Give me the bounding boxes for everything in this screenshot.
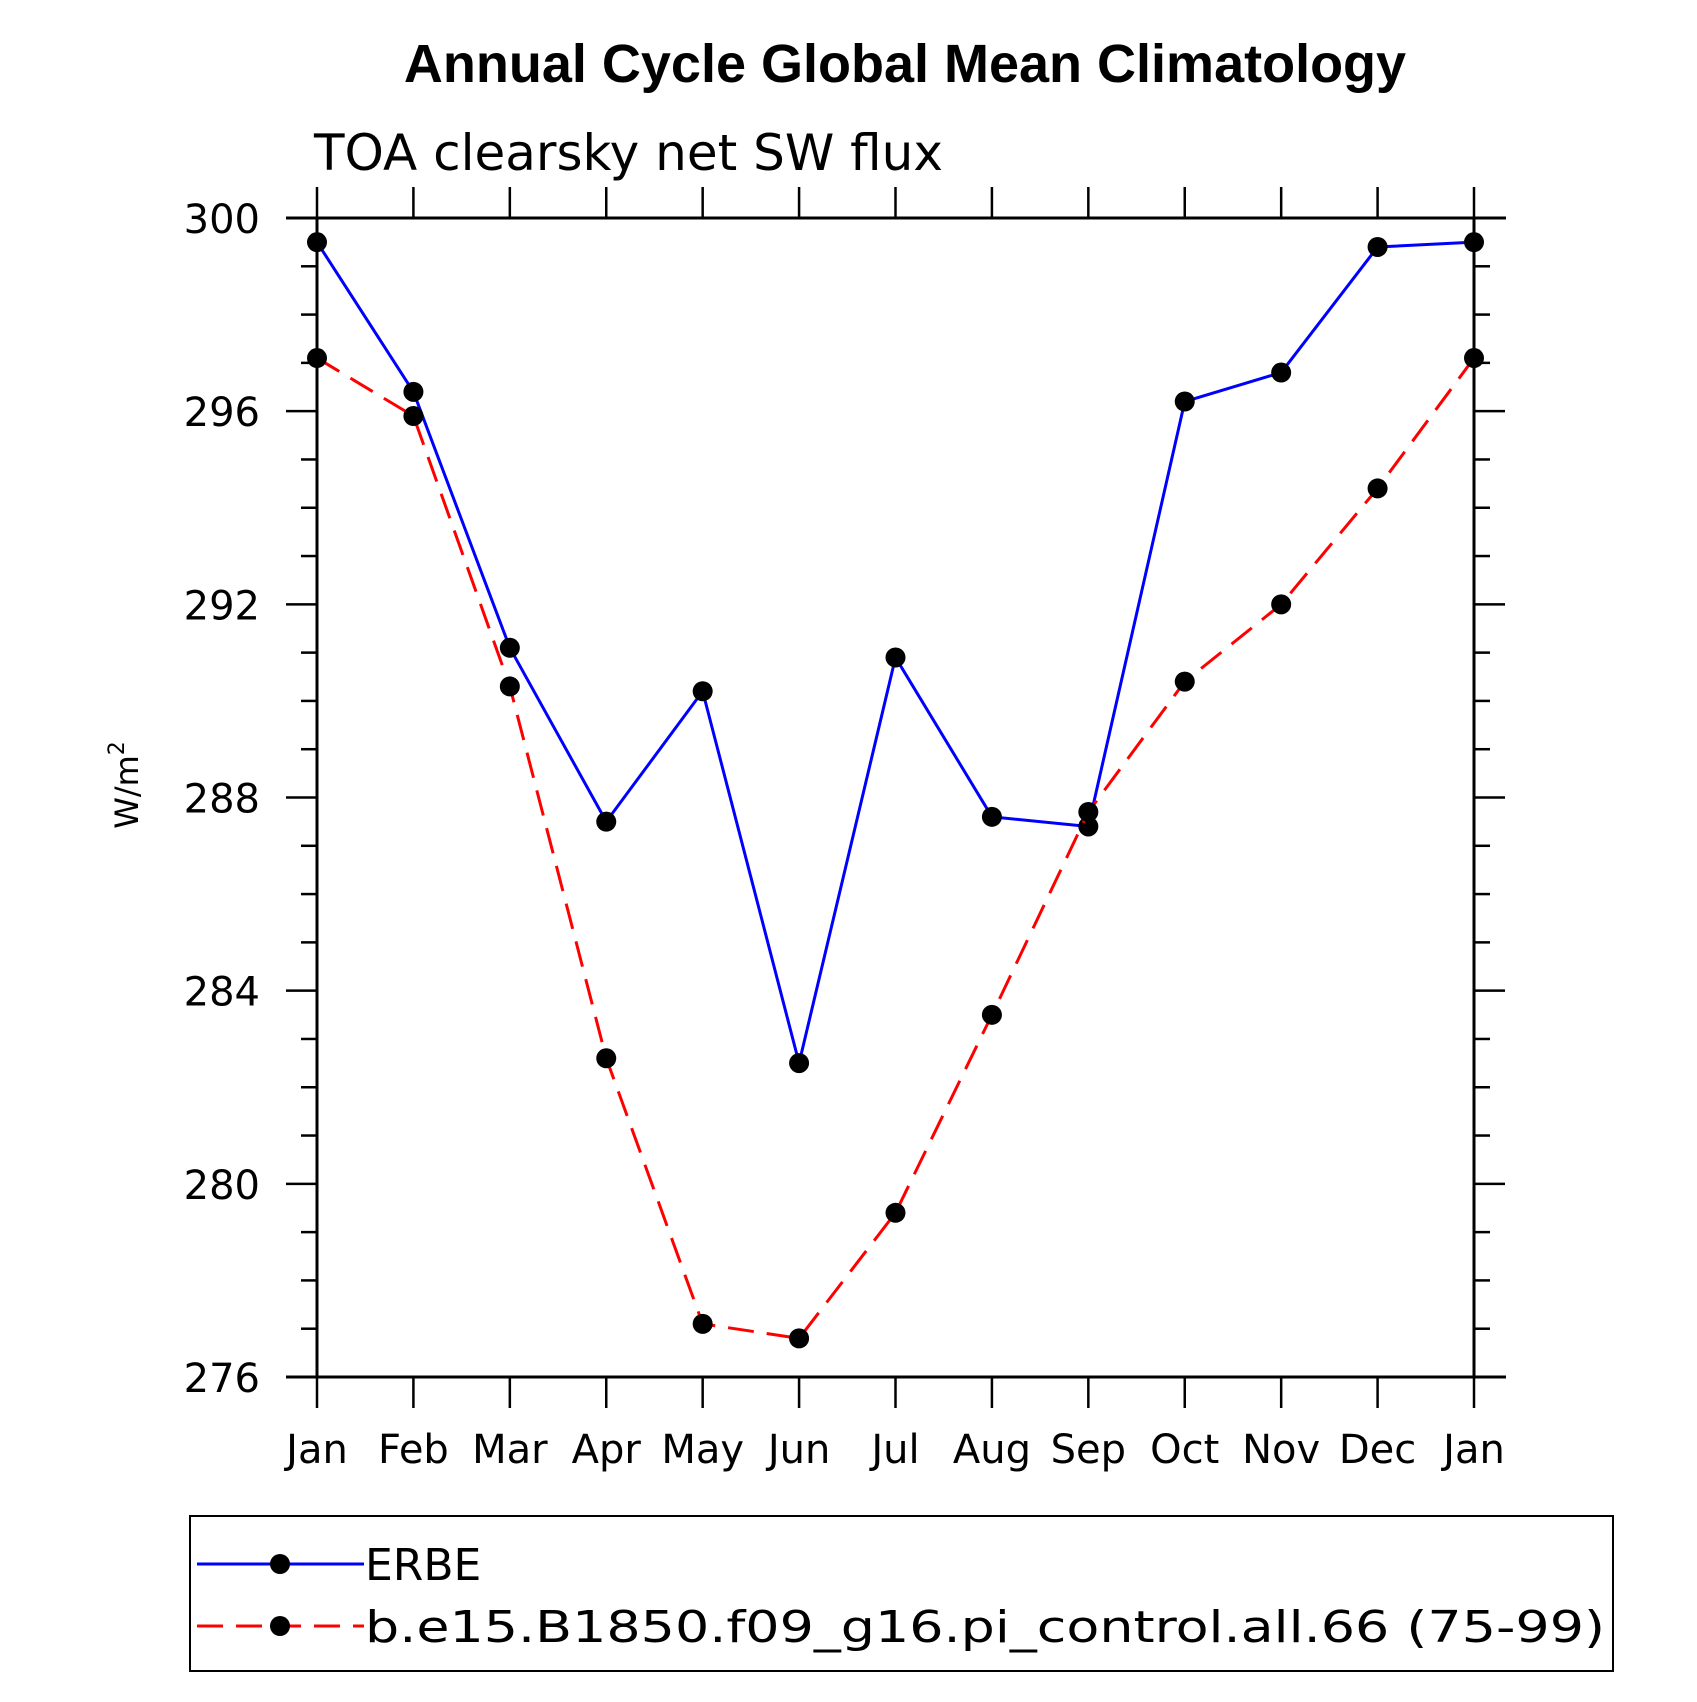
data-point: [499, 637, 520, 658]
data-point: [1174, 391, 1195, 412]
x-tick-label: Nov: [1242, 1427, 1320, 1473]
data-point: [1271, 594, 1292, 615]
data-point: [885, 1202, 906, 1223]
legend-label: b.e15.B1850.f09_g16.pi_control.all.66 (7…: [365, 1602, 1605, 1653]
y-tick-label: 280: [184, 1163, 260, 1209]
data-point: [692, 1313, 713, 1334]
y-tick-label: 292: [184, 583, 260, 629]
data-point: [692, 681, 713, 702]
x-tick-label: Oct: [1150, 1427, 1219, 1473]
legend-box: [189, 1515, 1614, 1672]
data-point: [307, 232, 327, 253]
y-axis-label-exponent: 2: [105, 741, 130, 755]
legend-marker: [270, 1616, 290, 1636]
x-tick-label: Sep: [1051, 1427, 1126, 1473]
y-tick-label: 288: [184, 777, 260, 823]
legend: ERBE b.e15.B1850.f09_g16.pi_control.all.6…: [189, 1515, 1614, 1672]
data-point: [885, 647, 906, 668]
data-point: [981, 806, 1002, 827]
series-1: [307, 232, 1484, 1074]
y-tick-label: 284: [184, 970, 260, 1016]
data-point: [1271, 362, 1292, 383]
x-tick-label: Jan: [1440, 1427, 1505, 1473]
y-tick-label: 276: [184, 1356, 260, 1402]
x-tick-label: Mar: [472, 1427, 548, 1473]
legend-label: ERBE: [365, 1540, 481, 1591]
data-point: [1464, 232, 1484, 253]
data-point: [789, 1053, 810, 1074]
data-point: [1464, 348, 1484, 369]
x-tick-label: Apr: [572, 1427, 642, 1473]
data-point: [1367, 236, 1388, 257]
legend-entry-1: ERBE: [197, 1540, 481, 1591]
data-point: [789, 1328, 810, 1349]
x-tick-label: Jun: [765, 1427, 831, 1473]
legend-marker: [270, 1554, 290, 1574]
x-tick-label: Jan: [283, 1427, 348, 1473]
data-point: [596, 811, 617, 832]
y-axis-label: W/m2: [105, 741, 146, 829]
data-point: [596, 1048, 617, 1069]
x-tick-label: Feb: [378, 1427, 449, 1473]
data-point: [499, 676, 520, 697]
chart-subtitle: TOA clearsky net SW flux: [313, 124, 943, 182]
x-tick-label: Dec: [1339, 1427, 1416, 1473]
series-line: [316, 356, 1476, 1340]
series-2: [307, 348, 1484, 1349]
data-point: [1174, 671, 1195, 692]
x-axis: Jan Feb Mar Apr May Jun Jul Aug Sep Oct Nov Dec Jan: [283, 187, 1505, 1473]
y-axis: 276 280 284 288 292 296 300: [184, 197, 1505, 1402]
series-layer: [307, 232, 1484, 1349]
data-point: [403, 405, 424, 426]
x-tick-label: May: [661, 1427, 744, 1473]
data-point: [1367, 478, 1388, 499]
data-point: [403, 381, 424, 402]
x-tick-label: Aug: [953, 1427, 1031, 1473]
y-tick-label: 300: [184, 197, 260, 243]
y-axis-label-group: W/m2: [105, 741, 146, 829]
x-tick-label: Jul: [868, 1427, 919, 1473]
y-tick-label: 296: [184, 390, 260, 436]
y-axis-label-unit: W/m: [108, 755, 146, 829]
data-point: [1078, 801, 1099, 822]
legend-entry-2: b.e15.B1850.f09_g16.pi_control.all.66 (7…: [197, 1602, 1605, 1653]
chart-title: Annual Cycle Global Mean Climatology: [404, 34, 1406, 94]
data-point: [307, 348, 327, 369]
data-point: [981, 1004, 1002, 1025]
